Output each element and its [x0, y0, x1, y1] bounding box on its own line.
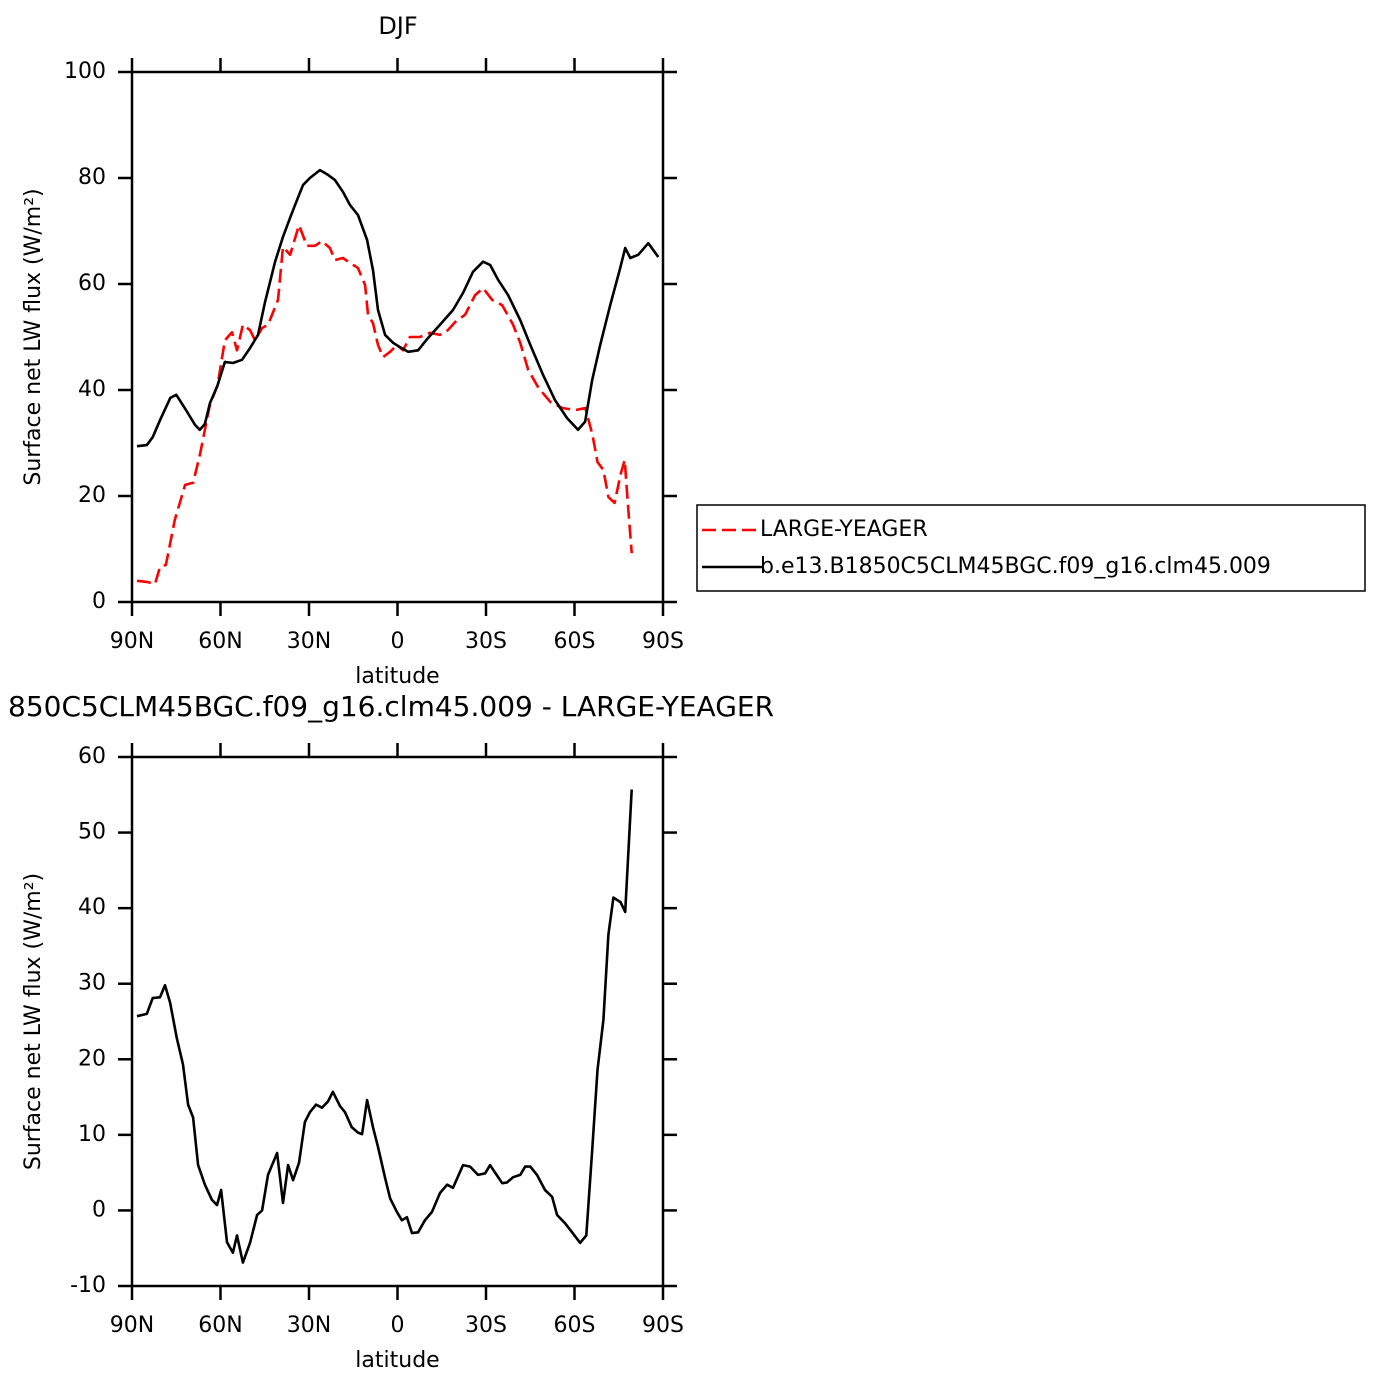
legend-label: LARGE-YEAGER	[760, 517, 928, 542]
y-tick-label: 50	[78, 820, 106, 845]
x-tick-label: 30N	[287, 629, 331, 654]
y-tick-label: -10	[70, 1273, 106, 1298]
x-tick-label: 60S	[554, 629, 596, 654]
y-tick-label: 0	[92, 1197, 106, 1222]
legend-label: b.e13.B1850C5CLM45BGC.f09_g16.clm45.009	[760, 554, 1271, 579]
x-tick-label: 30S	[465, 1313, 507, 1338]
x-tick-label: 90N	[110, 1313, 154, 1338]
y-tick-label: 80	[78, 165, 106, 190]
y-tick-label: 20	[78, 483, 106, 508]
x-tick-label: 0	[391, 1313, 405, 1338]
legend-box	[696, 504, 1366, 592]
data-line	[136, 223, 633, 586]
plot-frame	[130, 70, 665, 604]
x-tick-label: 90N	[110, 629, 154, 654]
x-tick-label: 90S	[642, 629, 684, 654]
x-axis-label: latitude	[355, 1348, 439, 1373]
x-tick-label: 60N	[198, 1313, 242, 1338]
y-tick-label: 30	[78, 971, 106, 996]
y-axis-label: Surface net LW flux (W/m²)	[21, 188, 46, 485]
x-axis-label: latitude	[355, 664, 439, 689]
x-tick-label: 60S	[554, 1313, 596, 1338]
y-tick-label: 100	[64, 59, 106, 84]
y-tick-label: 60	[78, 744, 106, 769]
x-tick-label: 90S	[642, 1313, 684, 1338]
y-tick-label: 0	[92, 589, 106, 614]
x-tick-label: 30N	[287, 1313, 331, 1338]
chart-title: DJF	[378, 12, 417, 40]
chart-title: 850C5CLM45BGC.f09_g16.clm45.009 - LARGE-…	[8, 690, 774, 723]
y-tick-label: 60	[78, 271, 106, 296]
y-tick-label: 40	[78, 377, 106, 402]
x-tick-label: 30S	[465, 629, 507, 654]
data-line	[136, 168, 660, 448]
y-axis-label: Surface net LW flux (W/m²)	[21, 873, 46, 1170]
data-line	[136, 789, 633, 1264]
y-tick-label: 10	[78, 1122, 106, 1147]
y-tick-label: 40	[78, 895, 106, 920]
y-tick-label: 20	[78, 1046, 106, 1071]
x-tick-label: 0	[391, 629, 405, 654]
x-tick-label: 60N	[198, 629, 242, 654]
plot-frame	[130, 755, 665, 1288]
